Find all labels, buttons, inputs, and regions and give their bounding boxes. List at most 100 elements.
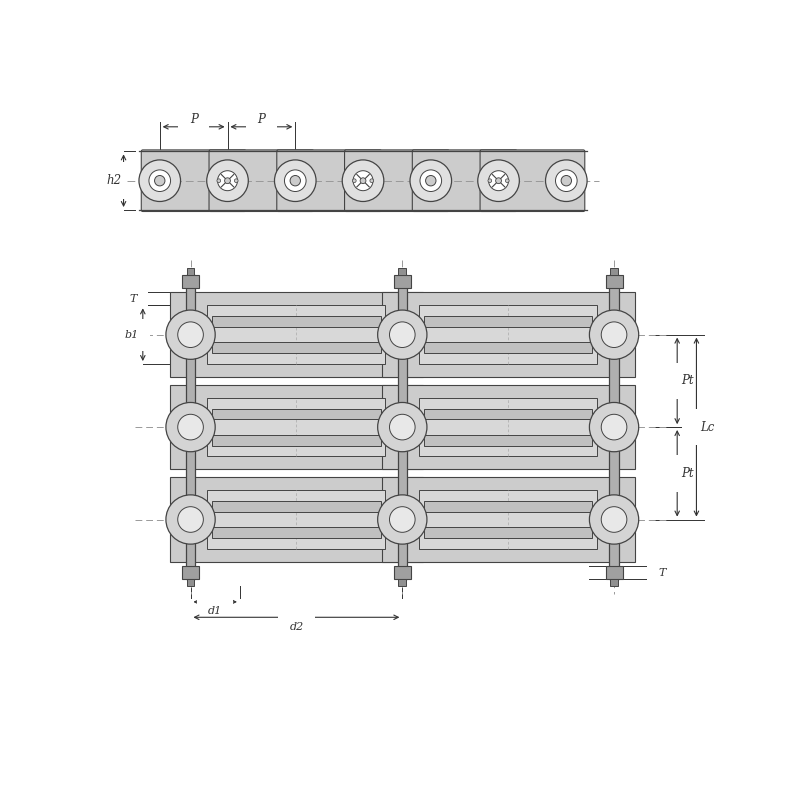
Bar — [424, 434, 593, 446]
Circle shape — [496, 178, 502, 184]
Circle shape — [225, 178, 230, 184]
Bar — [382, 385, 635, 470]
Circle shape — [178, 322, 203, 347]
Circle shape — [290, 175, 301, 186]
FancyBboxPatch shape — [277, 150, 382, 211]
Text: b1: b1 — [125, 330, 139, 340]
Circle shape — [378, 402, 427, 452]
Bar — [212, 434, 381, 446]
Bar — [419, 306, 597, 364]
Circle shape — [353, 179, 356, 182]
Circle shape — [390, 506, 415, 532]
Bar — [186, 275, 195, 578]
Bar — [170, 292, 423, 377]
Bar — [610, 268, 618, 275]
Bar — [182, 566, 199, 578]
Bar — [212, 409, 381, 419]
Circle shape — [166, 402, 215, 452]
Bar — [170, 477, 423, 562]
Bar — [606, 566, 622, 578]
Circle shape — [274, 160, 316, 202]
Text: d1: d1 — [208, 606, 222, 616]
Circle shape — [506, 179, 509, 182]
Circle shape — [478, 160, 519, 202]
Bar — [212, 316, 381, 327]
Circle shape — [218, 170, 238, 190]
Circle shape — [378, 310, 427, 359]
Circle shape — [546, 160, 587, 202]
Bar — [424, 409, 593, 419]
Bar — [212, 501, 381, 512]
Bar — [398, 268, 406, 275]
Circle shape — [390, 414, 415, 440]
Bar — [419, 490, 597, 549]
Circle shape — [217, 179, 221, 182]
Bar — [424, 342, 593, 353]
Circle shape — [410, 160, 451, 202]
FancyBboxPatch shape — [412, 150, 517, 211]
Circle shape — [139, 160, 181, 202]
Bar — [207, 490, 386, 549]
Text: Pt: Pt — [681, 467, 694, 480]
Circle shape — [590, 310, 638, 359]
Text: Pt: Pt — [681, 374, 694, 387]
Bar — [398, 578, 406, 586]
Bar — [424, 501, 593, 512]
Circle shape — [342, 160, 384, 202]
Bar — [394, 566, 410, 578]
Circle shape — [390, 322, 415, 347]
Bar — [170, 385, 423, 470]
Circle shape — [206, 160, 248, 202]
Bar — [419, 398, 597, 456]
Text: T: T — [658, 568, 666, 578]
Text: Lc: Lc — [700, 421, 714, 434]
Circle shape — [149, 170, 170, 191]
Bar — [182, 275, 199, 288]
Circle shape — [489, 170, 509, 190]
Bar — [212, 342, 381, 353]
Text: P: P — [258, 114, 266, 126]
Circle shape — [154, 175, 165, 186]
Circle shape — [353, 170, 373, 190]
Bar — [382, 477, 635, 562]
Circle shape — [602, 506, 627, 532]
Circle shape — [602, 322, 627, 347]
Bar — [610, 578, 618, 586]
Bar — [606, 275, 622, 288]
Bar — [186, 578, 194, 586]
Bar — [382, 292, 635, 377]
Circle shape — [561, 175, 571, 186]
Circle shape — [166, 495, 215, 544]
Circle shape — [420, 170, 442, 191]
Text: h2: h2 — [106, 174, 121, 187]
Circle shape — [602, 414, 627, 440]
Circle shape — [166, 310, 215, 359]
Bar — [207, 306, 386, 364]
Circle shape — [285, 170, 306, 191]
FancyBboxPatch shape — [345, 150, 450, 211]
Text: d2: d2 — [290, 622, 303, 631]
Text: T: T — [130, 294, 138, 304]
Circle shape — [555, 170, 577, 191]
Bar — [394, 275, 410, 288]
Bar — [186, 268, 194, 275]
FancyBboxPatch shape — [209, 150, 314, 211]
Circle shape — [590, 495, 638, 544]
Circle shape — [234, 179, 238, 182]
Bar — [424, 527, 593, 538]
Circle shape — [178, 506, 203, 532]
Circle shape — [378, 495, 427, 544]
Bar — [207, 398, 386, 456]
Bar — [424, 316, 593, 327]
Circle shape — [360, 178, 366, 184]
Circle shape — [426, 175, 436, 186]
Circle shape — [590, 402, 638, 452]
Bar — [212, 527, 381, 538]
Circle shape — [370, 179, 374, 182]
Text: P: P — [190, 114, 198, 126]
Circle shape — [488, 179, 492, 182]
Circle shape — [178, 414, 203, 440]
Bar — [610, 275, 618, 578]
FancyBboxPatch shape — [480, 150, 585, 211]
Bar — [398, 275, 407, 578]
